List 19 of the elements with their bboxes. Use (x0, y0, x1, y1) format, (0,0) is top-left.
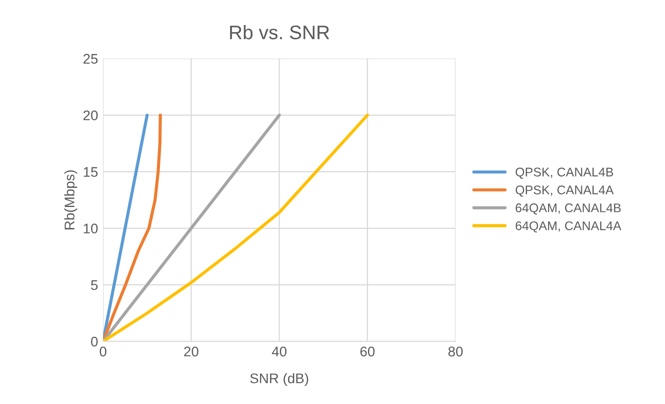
x-tick-label: 40 (272, 346, 286, 356)
y-tick-label: 20 (83, 110, 98, 120)
line-series (103, 114, 369, 342)
y-tick-label: 10 (84, 224, 98, 234)
y-tick-label: 0 (91, 336, 98, 347)
legend-label: 64QAM, CANAL4B (516, 203, 621, 215)
legend-label: 64QAM, CANAL4A (516, 221, 622, 232)
x-tick-label: 80 (448, 346, 463, 356)
chart-title: Rb vs. SNR (230, 25, 330, 40)
legend-label: QPSK, CANAL4B (516, 168, 614, 179)
x-axis-title: SNR (dB) (250, 373, 308, 386)
y-tick-label: 5 (91, 280, 98, 290)
x-tick-label: 20 (184, 346, 198, 356)
x-tick-label: 60 (360, 346, 375, 356)
legend-label: QPSK, CANAL4A (516, 186, 614, 197)
x-tick-label: 0 (100, 346, 106, 356)
y-axis-title: Rb(Mbps) (64, 170, 78, 230)
y-tick-label: 15 (84, 167, 98, 177)
y-tick-label: 25 (83, 54, 98, 64)
